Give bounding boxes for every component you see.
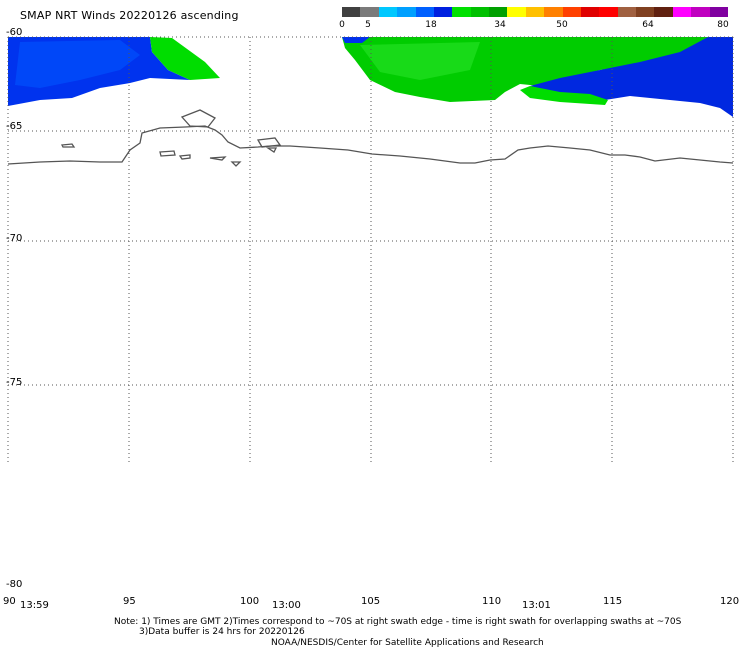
lat-label--75: -75	[6, 377, 23, 388]
note-line-2: 3)Data buffer is 24 hrs for 20220126	[139, 627, 305, 637]
note-line-1: Note: 1) Times are GMT 2)Times correspon…	[114, 617, 682, 627]
colorbar-segment	[470, 7, 489, 17]
colorbar-segment	[433, 7, 453, 17]
colorbar-segment	[360, 7, 379, 17]
time-label-3: 13:01	[522, 600, 551, 611]
time-label-1: 13:59	[20, 600, 49, 611]
swath-right-green-strip	[520, 86, 608, 105]
colorbar-segment	[525, 7, 545, 17]
swath-right-green-light	[360, 42, 480, 80]
lon-label-105: 105	[361, 596, 381, 607]
lon-label-110: 110	[482, 596, 502, 607]
swath-left-green	[150, 37, 220, 80]
colorbar-segment	[397, 7, 416, 17]
colorbar-segment	[489, 7, 508, 17]
lon-label-120: 120	[720, 596, 740, 607]
colorbar-segment	[544, 7, 563, 17]
colorbar-segment	[452, 7, 471, 17]
time-label-2: 13:00	[272, 600, 301, 611]
colorbar-segment	[507, 7, 526, 17]
colorbar-label-64: 64	[642, 20, 654, 30]
swath-left-blue-light	[15, 40, 140, 88]
colorbar-label-18: 18	[425, 20, 437, 30]
colorbar-segment	[562, 7, 581, 17]
colorbar-segment	[617, 7, 636, 17]
colorbar-label-50: 50	[556, 20, 568, 30]
lat-lon-grid	[7, 36, 734, 465]
colorbar-label-5: 5	[365, 20, 371, 30]
lon-label-95: 95	[123, 596, 136, 607]
lat-label--65: -65	[6, 121, 23, 132]
map-title: SMAP NRT Winds 20220126 ascending	[20, 9, 239, 22]
colorbar-segment	[580, 7, 600, 17]
lon-label-100: 100	[240, 596, 260, 607]
colorbar-segment	[709, 7, 728, 17]
antarctic-coastline	[7, 109, 734, 167]
lat-label--70: -70	[6, 233, 23, 244]
swath-right-blue	[530, 37, 733, 117]
colorbar-label-34: 34	[494, 20, 506, 30]
swath-top-blue	[342, 37, 370, 43]
colorbar-segment	[342, 7, 361, 17]
colorbar-segment	[691, 7, 710, 17]
note-line-3: NOAA/NESDIS/Center for Satellite Applica…	[271, 638, 544, 648]
colorbar-labels: 0 5 18 34 50 64 80	[330, 20, 740, 32]
lat-label--80: -80	[6, 579, 23, 590]
wind-speed-colorbar	[342, 7, 728, 17]
colorbar-segment	[415, 7, 434, 17]
lat-label--60: -60	[6, 27, 23, 38]
lon-label-115: 115	[603, 596, 623, 607]
lon-label-90: 90	[3, 596, 16, 607]
colorbar-label-80: 80	[717, 20, 729, 30]
colorbar-segment	[654, 7, 673, 17]
colorbar-segment	[636, 7, 655, 17]
colorbar-segment	[599, 7, 618, 17]
colorbar-label-0: 0	[339, 20, 345, 30]
colorbar-segment	[672, 7, 692, 17]
colorbar-segment	[378, 7, 398, 17]
